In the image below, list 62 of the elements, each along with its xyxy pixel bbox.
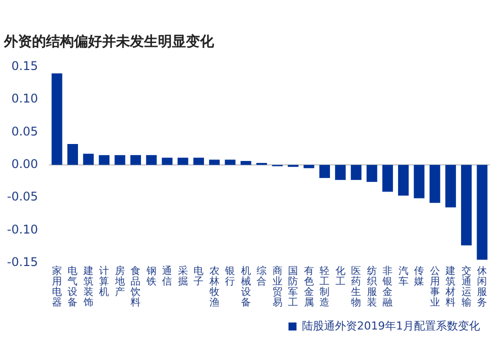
x-tick-label: 商业贸易 [272,264,282,308]
x-tick-label: 综合 [256,264,267,288]
bar [240,160,252,165]
bar [335,164,346,180]
bar [350,164,362,180]
x-tick-label: 建筑装饰 [82,264,94,308]
y-tick-label: 0.15 [11,58,38,73]
bar [114,155,126,165]
y-tick-label: -0.15 [6,255,38,270]
x-tick-label: 农林牧渔 [208,266,220,308]
x-tick-label: 电气设备 [68,264,78,308]
x-tick-label: 国防军工 [288,266,298,308]
x-tick-label: 计算机 [99,264,110,298]
x-tick-label: 食品饮料 [130,264,141,308]
bar [414,164,424,198]
legend-label: 陆股通外资2019年1月配置系数变化 [302,319,480,332]
bar [382,164,393,192]
bar [146,155,157,165]
bar [304,164,314,168]
x-tick-label: 非银金融 [382,264,393,308]
bar [319,164,330,178]
x-tick-label: 采掘 [178,264,188,288]
bar [83,154,94,165]
x-tick-label: 房地产 [114,264,125,298]
bar [461,164,472,246]
x-tick-label: 公用事业 [430,264,440,308]
bar [398,164,409,196]
bar [130,155,141,165]
bar [178,158,188,165]
x-tick-label: 机械设备 [240,264,251,308]
bar [445,164,456,208]
x-tick-label: 汽车 [398,264,408,288]
bar [98,155,110,165]
y-tick-label: 0.10 [11,92,38,106]
y-tick-label: -0.10 [6,222,38,236]
bar [52,73,62,165]
chart-title: 外资的结构偏好并未发生明显变化 [3,33,215,50]
y-tick-label: 0.05 [11,124,38,138]
bar [162,158,172,165]
x-tick-label: 化工 [335,264,346,288]
x-tick-label: 银行 [224,266,236,288]
x-tick-label: 休闲服务 [477,266,488,308]
bar [224,160,236,165]
bar [430,164,440,203]
x-tick-label: 纺织服装 [366,264,377,308]
bar [193,158,204,165]
y-tick-label: -0.05 [6,190,38,204]
x-tick-label: 传媒 [414,266,424,288]
x-tick-label: 钢铁 [145,266,156,288]
x-tick-label: 轻工制造 [320,264,330,308]
x-tick-label: 通信 [162,264,172,288]
y-tick-label: 0.00 [11,157,38,172]
bar [67,144,78,165]
x-tick-label: 建筑材料 [444,264,456,308]
x-tick-label: 电子 [194,264,204,288]
bar [209,160,220,165]
x-tick-label: 医药生物 [351,266,362,308]
x-tick-label: 家用电器 [52,264,62,308]
bar [366,164,378,182]
x-tick-label: 交通运输 [461,264,472,308]
bar [476,164,488,260]
x-tick-label: 有色金属 [304,264,314,308]
